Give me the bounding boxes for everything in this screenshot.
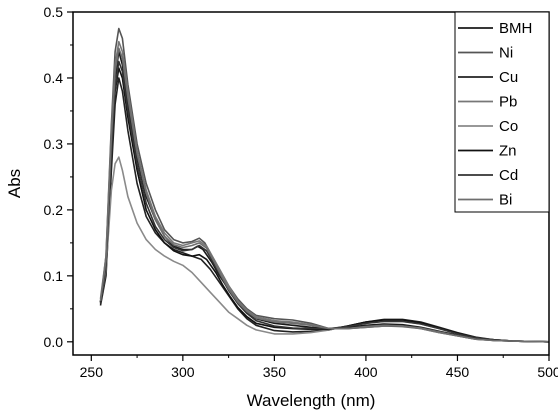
legend-label-zn: Zn	[499, 143, 517, 160]
y-axis-title: Abs	[5, 169, 24, 198]
legend-label-bmh: BMH	[499, 20, 532, 37]
x-tick-label: 350	[263, 364, 287, 380]
x-tick-label: 250	[80, 364, 104, 380]
legend: BMH Ni Cu Pb Co Zn Cd Bi	[455, 12, 549, 212]
legend-label-cu: Cu	[499, 69, 518, 86]
y-tick-label: 0.0	[44, 334, 64, 350]
x-axis-ticks: 250 300 350 400 450 500	[80, 355, 558, 380]
legend-label-bi: Bi	[499, 192, 512, 209]
y-axis-ticks: 0.0 0.1 0.2 0.3 0.4 0.5	[44, 4, 73, 350]
x-tick-label: 500	[537, 364, 558, 380]
y-tick-label: 0.1	[44, 268, 64, 284]
y-tick-label: 0.2	[44, 202, 64, 218]
x-tick-label: 450	[446, 364, 470, 380]
legend-label-pb: Pb	[499, 94, 517, 111]
y-tick-label: 0.3	[44, 136, 64, 152]
x-axis-title: Wavelength (nm)	[247, 391, 376, 410]
legend-label-cd: Cd	[499, 167, 518, 184]
x-tick-label: 300	[171, 364, 195, 380]
legend-label-co: Co	[499, 118, 518, 135]
legend-label-ni: Ni	[499, 45, 513, 62]
y-tick-label: 0.5	[44, 4, 64, 20]
y-tick-label: 0.4	[44, 70, 64, 86]
x-tick-label: 400	[354, 364, 378, 380]
